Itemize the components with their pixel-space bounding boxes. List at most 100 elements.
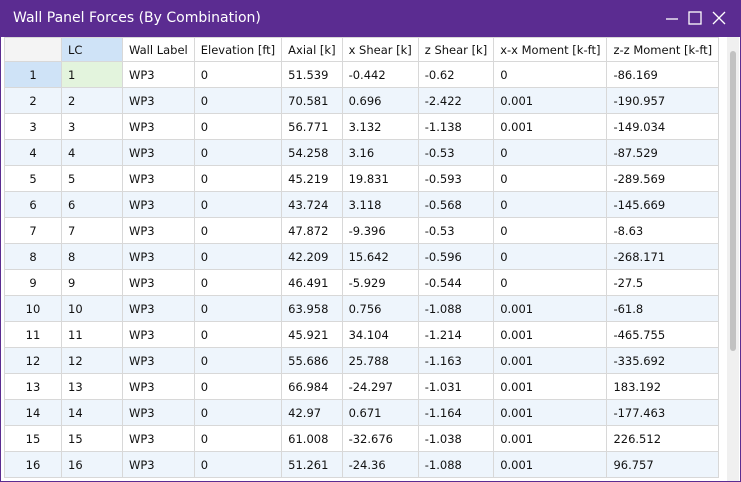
table-cell[interactable]: 0	[193, 243, 283, 270]
table-cell[interactable]: 0	[193, 165, 283, 192]
table-cell[interactable]: WP3	[122, 399, 195, 426]
table-cell[interactable]: 0	[493, 217, 608, 244]
table-cell[interactable]: WP3	[122, 217, 195, 244]
table-cell[interactable]: 45.219	[281, 165, 343, 192]
table-cell[interactable]: 0	[193, 347, 283, 374]
row-header[interactable]: 16	[4, 451, 62, 478]
row-header[interactable]: 14	[4, 399, 62, 426]
table-row[interactable]: 9 9 WP3 0 46.491 -5.929 -0.544 0 -27.5	[4, 269, 720, 296]
column-header[interactable]: x Shear [k]	[341, 37, 419, 62]
table-cell[interactable]: -5.929	[341, 269, 419, 296]
table-cell[interactable]: 2	[61, 87, 123, 114]
table-cell[interactable]: 96.757	[606, 451, 720, 478]
table-cell[interactable]: -335.692	[606, 347, 720, 374]
row-header[interactable]: 10	[4, 295, 62, 322]
close-button[interactable]	[712, 11, 726, 25]
table-cell[interactable]: 0.001	[493, 295, 608, 322]
table-row[interactable]: 16 16 WP3 0 51.261 -24.36 -1.088 0.001 96.757	[4, 451, 720, 478]
table-row[interactable]: 4 4 WP3 0 54.258 3.16 -0.53 0 -87.529	[4, 139, 720, 166]
table-cell[interactable]: 66.984	[281, 373, 343, 400]
table-row[interactable]: 15 15 WP3 0 61.008 -32.676 -1.038 0.001 226.512	[4, 425, 720, 452]
table-cell[interactable]: -149.034	[606, 113, 720, 140]
table-cell[interactable]: 0.001	[493, 373, 608, 400]
column-header[interactable]: z Shear [k]	[417, 37, 495, 62]
table-cell[interactable]: 16	[61, 451, 123, 478]
row-header[interactable]: 12	[4, 347, 62, 374]
table-cell[interactable]: 0	[493, 191, 608, 218]
table-cell[interactable]: -0.568	[417, 191, 495, 218]
table-cell[interactable]: -0.596	[417, 243, 495, 270]
table-cell[interactable]: 0.001	[493, 399, 608, 426]
table-cell[interactable]: 15	[61, 425, 123, 452]
scrollbar[interactable]	[727, 37, 739, 481]
table-cell[interactable]: WP3	[122, 165, 195, 192]
table-cell[interactable]: 0	[193, 373, 283, 400]
table-cell[interactable]: 4	[61, 139, 123, 166]
row-header[interactable]: 1	[4, 61, 62, 88]
table-cell[interactable]: 0	[493, 61, 608, 88]
table-cell[interactable]: -27.5	[606, 269, 720, 296]
table-cell[interactable]: -87.529	[606, 139, 720, 166]
table-cell[interactable]: 10	[61, 295, 123, 322]
table-cell[interactable]: -1.038	[417, 425, 495, 452]
table-cell[interactable]: 46.491	[281, 269, 343, 296]
table-cell[interactable]: -1.138	[417, 113, 495, 140]
table-cell[interactable]: 6	[61, 191, 123, 218]
table-cell[interactable]: 0	[193, 217, 283, 244]
table-cell[interactable]: -1.214	[417, 321, 495, 348]
table-row[interactable]: 7 7 WP3 0 47.872 -9.396 -0.53 0 -8.63	[4, 217, 720, 244]
table-cell[interactable]: -190.957	[606, 87, 720, 114]
table-cell[interactable]: 9	[61, 269, 123, 296]
table-cell[interactable]: 226.512	[606, 425, 720, 452]
table-cell[interactable]: -24.36	[341, 451, 419, 478]
column-header[interactable]: x-x Moment [k-ft]	[493, 37, 608, 62]
table-cell[interactable]: -145.669	[606, 191, 720, 218]
row-header[interactable]: 7	[4, 217, 62, 244]
table-cell[interactable]: 0.696	[341, 87, 419, 114]
table-cell[interactable]: 0.001	[493, 347, 608, 374]
table-cell[interactable]: -177.463	[606, 399, 720, 426]
row-header[interactable]: 11	[4, 321, 62, 348]
table-cell[interactable]: 43.724	[281, 191, 343, 218]
row-header[interactable]: 8	[4, 243, 62, 270]
table-cell[interactable]: WP3	[122, 191, 195, 218]
table-cell[interactable]: -9.396	[341, 217, 419, 244]
table-cell[interactable]: -0.53	[417, 217, 495, 244]
table-cell[interactable]: 11	[61, 321, 123, 348]
maximize-button[interactable]	[688, 11, 702, 25]
table-cell[interactable]: -0.544	[417, 269, 495, 296]
table-cell[interactable]: WP3	[122, 373, 195, 400]
table-cell[interactable]: 0.001	[493, 321, 608, 348]
table-cell[interactable]: 8	[61, 243, 123, 270]
table-cell[interactable]: WP3	[122, 295, 195, 322]
table-cell[interactable]: WP3	[122, 113, 195, 140]
row-header[interactable]: 4	[4, 139, 62, 166]
table-cell[interactable]: 3.132	[341, 113, 419, 140]
table-row[interactable]: 2 2 WP3 0 70.581 0.696 -2.422 0.001 -190.957	[4, 87, 720, 114]
row-header[interactable]: 13	[4, 373, 62, 400]
table-cell[interactable]: 0	[493, 165, 608, 192]
table-cell[interactable]: -0.62	[417, 61, 495, 88]
table-cell[interactable]: 0.671	[341, 399, 419, 426]
table-cell[interactable]: -24.297	[341, 373, 419, 400]
table-cell[interactable]: 0.001	[493, 425, 608, 452]
table-row[interactable]: 12 12 WP3 0 55.686 25.788 -1.163 0.001 -335.692	[4, 347, 720, 374]
row-header[interactable]: 9	[4, 269, 62, 296]
table-cell[interactable]: 0	[193, 295, 283, 322]
table-row[interactable]: 11 11 WP3 0 45.921 34.104 -1.214 0.001 -465.755	[4, 321, 720, 348]
table-cell[interactable]: 0	[193, 61, 283, 88]
table-cell[interactable]: -86.169	[606, 61, 720, 88]
table-cell[interactable]: 42.97	[281, 399, 343, 426]
table-cell[interactable]: WP3	[122, 425, 195, 452]
table-cell[interactable]: 12	[61, 347, 123, 374]
scroll-thumb[interactable]	[730, 51, 736, 351]
row-header[interactable]: 2	[4, 87, 62, 114]
table-cell[interactable]: 19.831	[341, 165, 419, 192]
table-cell[interactable]: 0	[493, 139, 608, 166]
table-cell[interactable]: -289.569	[606, 165, 720, 192]
table-cell[interactable]: 51.539	[281, 61, 343, 88]
table-cell[interactable]: 0	[193, 451, 283, 478]
table-cell[interactable]: 0.001	[493, 451, 608, 478]
table-cell[interactable]: -2.422	[417, 87, 495, 114]
table-cell[interactable]: -1.088	[417, 451, 495, 478]
